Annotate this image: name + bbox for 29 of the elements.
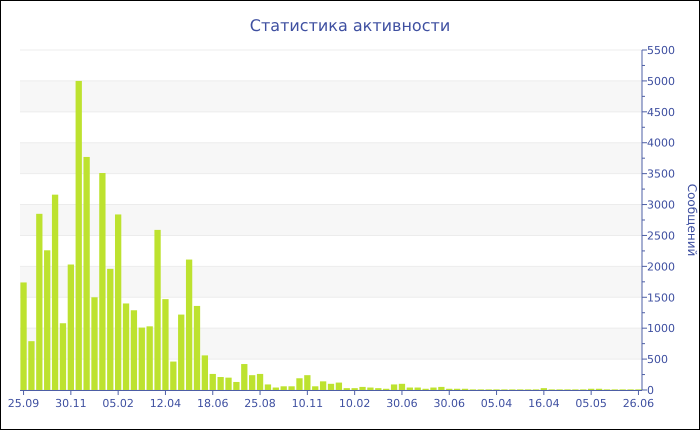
y-tick-label: 3500 bbox=[647, 168, 675, 181]
x-tick-label: 30.06 bbox=[386, 397, 418, 410]
x-tick-label: 10.11 bbox=[292, 397, 324, 410]
x-tick-label: 30.06 bbox=[434, 397, 465, 410]
y-tick-label: 5500 bbox=[647, 44, 675, 57]
y-tick-label: 5000 bbox=[647, 74, 675, 88]
x-tick-label: 05.04 bbox=[480, 397, 512, 410]
x-tick-label: 05.02 bbox=[102, 397, 134, 410]
x-tick-label: 10.02 bbox=[338, 397, 370, 410]
y-tick-label: 4000 bbox=[647, 136, 675, 150]
bar bbox=[20, 282, 27, 390]
y-tick-label: 3000 bbox=[647, 198, 675, 212]
x-tick-label: 18.06 bbox=[197, 397, 228, 410]
y-tick-label: 2000 bbox=[647, 260, 675, 274]
y-tick-label: 1500 bbox=[647, 291, 675, 304]
x-tick-label: 16.04 bbox=[528, 397, 560, 410]
x-tick-label: 26.06 bbox=[622, 397, 654, 410]
x-tick-label: 25.08 bbox=[244, 397, 276, 410]
x-tick-label: 25.09 bbox=[8, 397, 40, 410]
x-tick-label: 05.05 bbox=[575, 397, 607, 410]
y-tick-label: 4500 bbox=[647, 106, 675, 119]
x-tick-label: 30.11 bbox=[55, 397, 87, 410]
y-tick-label: 1000 bbox=[647, 322, 675, 336]
y-axis-title: Сообщений bbox=[685, 184, 699, 256]
x-tick-label: 12.04 bbox=[150, 397, 182, 410]
y-tick-label: 0 bbox=[647, 384, 654, 397]
y-tick-label: 500 bbox=[647, 353, 668, 366]
chart-title: Статистика активности bbox=[250, 16, 450, 35]
y-tick-label: 2500 bbox=[647, 229, 675, 242]
